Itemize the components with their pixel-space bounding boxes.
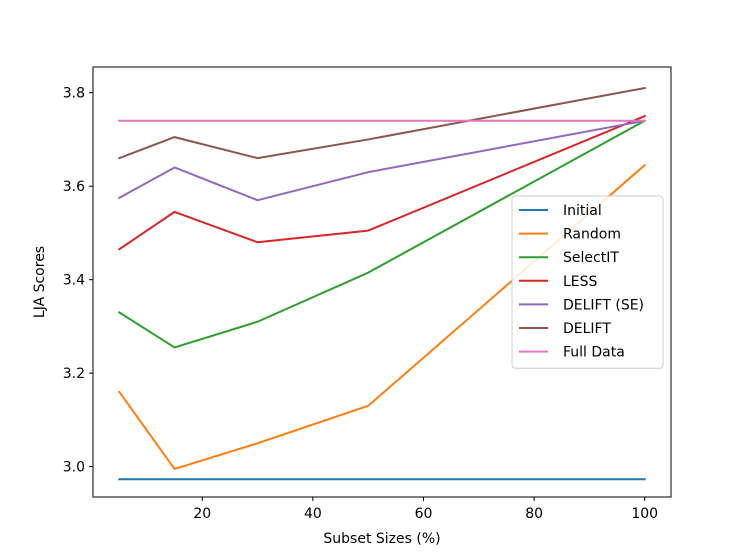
legend-label: SelectIT: [563, 250, 619, 266]
legend-label: DELIFT (SE): [563, 297, 644, 313]
y-tick-label: 3.8: [63, 86, 85, 102]
y-tick-label: 3.0: [63, 460, 85, 476]
legend-label: Full Data: [563, 345, 625, 361]
series-line-delift-se: [117, 119, 646, 202]
legend-label: Random: [563, 227, 621, 243]
series-line-random: [117, 163, 647, 470]
legend-label: Initial: [563, 203, 602, 219]
legend-label: LESS: [563, 274, 598, 290]
plot-frame: [92, 66, 672, 498]
x-tick-label: 60: [415, 506, 433, 522]
series-line-delift: [117, 86, 646, 160]
legend-label: DELIFT: [563, 321, 611, 337]
y-tick-label: 3.4: [63, 273, 85, 289]
series-layer: [117, 86, 647, 481]
y-axis-label: LJA Scores: [32, 246, 48, 318]
y-axis: 3.0 3.2 3.4 3.6 3.8: [63, 86, 93, 476]
x-axis-label: Subset Sizes (%): [323, 531, 440, 547]
y-tick-label: 3.2: [63, 366, 85, 382]
x-tick-label: 20: [193, 506, 211, 522]
y-tick-label: 3.6: [63, 179, 85, 195]
series-line-selectit: [117, 119, 647, 349]
x-axis: 20 40 60 80 100: [193, 497, 658, 522]
x-tick-label: 80: [525, 506, 543, 522]
series-line-less: [117, 114, 647, 251]
x-tick-label: 100: [631, 506, 658, 522]
x-tick-label: 40: [304, 506, 322, 522]
legend-box: [511, 195, 664, 369]
legend: Initial Random SelectIT LESS DELIFT (SE) DELI…: [511, 195, 664, 369]
